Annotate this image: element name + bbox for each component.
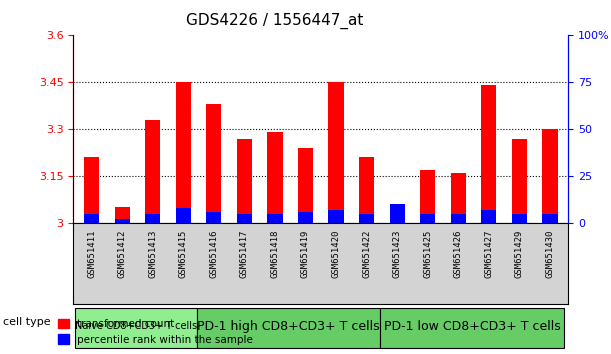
Text: GSM651430: GSM651430 xyxy=(546,229,554,278)
Bar xyxy=(298,212,313,223)
Bar xyxy=(359,214,374,223)
Bar xyxy=(84,214,99,223)
FancyBboxPatch shape xyxy=(380,308,564,348)
Bar xyxy=(268,132,282,223)
Bar xyxy=(543,129,558,223)
Bar xyxy=(237,214,252,223)
Bar xyxy=(512,139,527,223)
Text: GSM651426: GSM651426 xyxy=(454,229,463,278)
Bar xyxy=(145,120,161,223)
Text: GSM651427: GSM651427 xyxy=(485,229,493,278)
Bar xyxy=(390,204,405,223)
Text: GSM651419: GSM651419 xyxy=(301,229,310,278)
Text: GSM651412: GSM651412 xyxy=(118,229,126,278)
Text: GSM651413: GSM651413 xyxy=(148,229,157,278)
Text: GSM651422: GSM651422 xyxy=(362,229,371,278)
Bar xyxy=(451,173,466,223)
Bar xyxy=(207,104,222,223)
Text: PD-1 high CD8+CD3+ T cells: PD-1 high CD8+CD3+ T cells xyxy=(197,320,380,332)
Bar xyxy=(298,148,313,223)
Bar xyxy=(481,85,496,223)
Bar xyxy=(207,212,222,223)
Text: Naive CD8+CD3+ T cells: Naive CD8+CD3+ T cells xyxy=(75,321,197,331)
Text: GSM651420: GSM651420 xyxy=(332,229,340,278)
Text: cell type: cell type xyxy=(3,317,51,327)
Legend: transformed count, percentile rank within the sample: transformed count, percentile rank withi… xyxy=(54,315,257,349)
Text: GSM651411: GSM651411 xyxy=(87,229,96,278)
Bar xyxy=(115,207,130,223)
FancyBboxPatch shape xyxy=(75,308,197,348)
Bar xyxy=(451,214,466,223)
Bar xyxy=(84,158,99,223)
Bar xyxy=(359,158,374,223)
Bar xyxy=(420,170,435,223)
Text: GSM651418: GSM651418 xyxy=(271,229,279,278)
Bar xyxy=(543,214,558,223)
Text: GSM651425: GSM651425 xyxy=(423,229,432,278)
Bar xyxy=(268,214,282,223)
Bar xyxy=(237,139,252,223)
Bar xyxy=(420,214,435,223)
Text: GDS4226 / 1556447_at: GDS4226 / 1556447_at xyxy=(186,12,364,29)
Text: GSM651429: GSM651429 xyxy=(515,229,524,278)
Bar xyxy=(176,82,191,223)
Text: GSM651417: GSM651417 xyxy=(240,229,249,278)
Text: GSM651423: GSM651423 xyxy=(393,229,401,278)
Bar xyxy=(176,208,191,223)
Text: GSM651416: GSM651416 xyxy=(210,229,218,278)
Bar xyxy=(115,219,130,223)
Bar xyxy=(512,214,527,223)
FancyBboxPatch shape xyxy=(197,308,380,348)
Bar xyxy=(145,214,161,223)
Bar xyxy=(329,210,343,223)
Bar xyxy=(329,82,343,223)
Text: PD-1 low CD8+CD3+ T cells: PD-1 low CD8+CD3+ T cells xyxy=(384,320,560,332)
Text: GSM651415: GSM651415 xyxy=(179,229,188,278)
Bar xyxy=(481,210,496,223)
